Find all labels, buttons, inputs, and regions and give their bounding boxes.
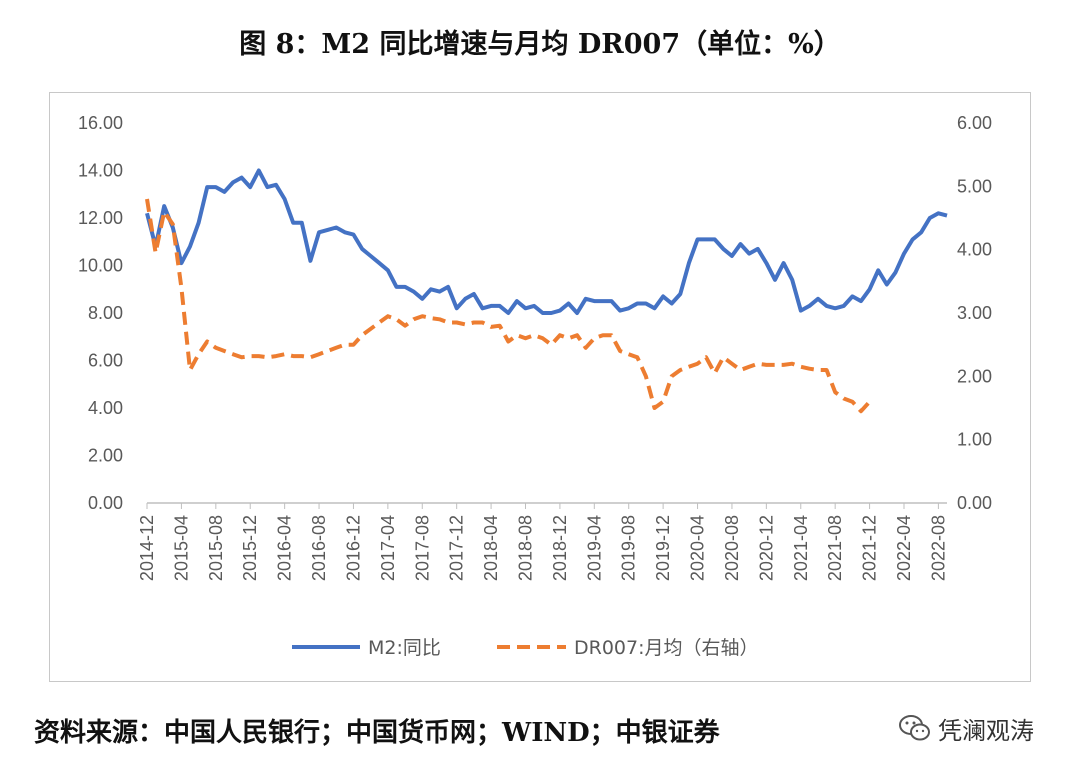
- right-tick-label: 6.00: [957, 113, 992, 133]
- chart-frame: [49, 92, 1031, 682]
- x-tick-label: 2019-04: [584, 515, 604, 581]
- chart-title: 图 8：M2 同比增速与月均 DR007（单位：%）: [239, 29, 841, 60]
- x-tick-label: 2017-12: [447, 515, 467, 581]
- wechat-icon: [899, 715, 930, 741]
- x-tick-label: 2020-04: [688, 515, 708, 581]
- left-tick-label: 16.00: [78, 113, 123, 133]
- right-tick-label: 2.00: [957, 366, 992, 386]
- left-tick-label: 12.00: [78, 208, 123, 228]
- x-tick-label: 2015-08: [206, 515, 226, 581]
- x-tick-label: 2016-04: [275, 515, 295, 581]
- series-m2-line: [145, 168, 948, 315]
- x-tick-label: 2017-04: [378, 515, 398, 581]
- x-axis-ticks: 2014-12 2015-04 2015-08 2015-12 2016-04 2016-…: [137, 503, 948, 581]
- right-tick-label: 0.00: [957, 493, 992, 513]
- right-tick-label: 1.00: [957, 430, 992, 450]
- left-tick-label: 2.00: [88, 446, 123, 466]
- legend: M2:同比 DR007:月均（右轴）: [292, 637, 759, 659]
- legend-dr007-label: DR007:月均（右轴）: [574, 637, 759, 659]
- x-tick-label: 2019-08: [619, 515, 639, 581]
- right-tick-label: 5.00: [957, 176, 992, 196]
- x-tick-label: 2020-08: [722, 515, 742, 581]
- right-tick-label: 4.00: [957, 240, 992, 260]
- x-tick-label: 2019-12: [653, 515, 673, 581]
- x-tick-label: 2021-12: [860, 515, 880, 581]
- x-tick-label: 2018-12: [550, 515, 570, 581]
- x-tick-label: 2015-04: [171, 515, 191, 581]
- x-tick-label: 2018-04: [481, 515, 501, 581]
- legend-m2-label: M2:同比: [368, 637, 441, 659]
- source-note: 资料来源：中国人民银行；中国货币网；WIND；中银证券: [34, 718, 720, 748]
- x-tick-label: 2015-12: [240, 515, 260, 581]
- x-tick-label: 2021-08: [825, 515, 845, 581]
- left-tick-label: 6.00: [88, 351, 123, 371]
- x-tick-label: 2022-04: [894, 515, 914, 581]
- series-dr007-line: [145, 198, 872, 414]
- x-tick-label: 2016-08: [309, 515, 329, 581]
- x-tick-label: 2020-12: [756, 515, 776, 581]
- x-tick-label: 2014-12: [137, 515, 157, 581]
- right-tick-label: 3.00: [957, 303, 992, 323]
- x-tick-label: 2022-08: [928, 515, 948, 581]
- watermark-text: 凭澜观涛: [938, 716, 1034, 745]
- x-tick-label: 2016-12: [343, 515, 363, 581]
- left-tick-label: 0.00: [88, 493, 123, 513]
- left-tick-label: 8.00: [88, 303, 123, 323]
- left-axis-ticks: 0.00 2.00 4.00 6.00 8.00 10.00 12.00 14.00 16.00: [78, 113, 123, 513]
- right-axis-ticks: 0.00 1.00 2.00 3.00 4.00 5.00 6.00: [957, 113, 992, 513]
- x-tick-label: 2017-08: [412, 515, 432, 581]
- x-tick-label: 2021-04: [791, 515, 811, 581]
- watermark: 凭澜观涛: [898, 710, 1034, 746]
- left-tick-label: 14.00: [78, 161, 123, 181]
- series-layer: [145, 168, 948, 414]
- left-tick-label: 4.00: [88, 398, 123, 418]
- x-tick-label: 2018-08: [515, 515, 535, 581]
- left-tick-label: 10.00: [78, 256, 123, 276]
